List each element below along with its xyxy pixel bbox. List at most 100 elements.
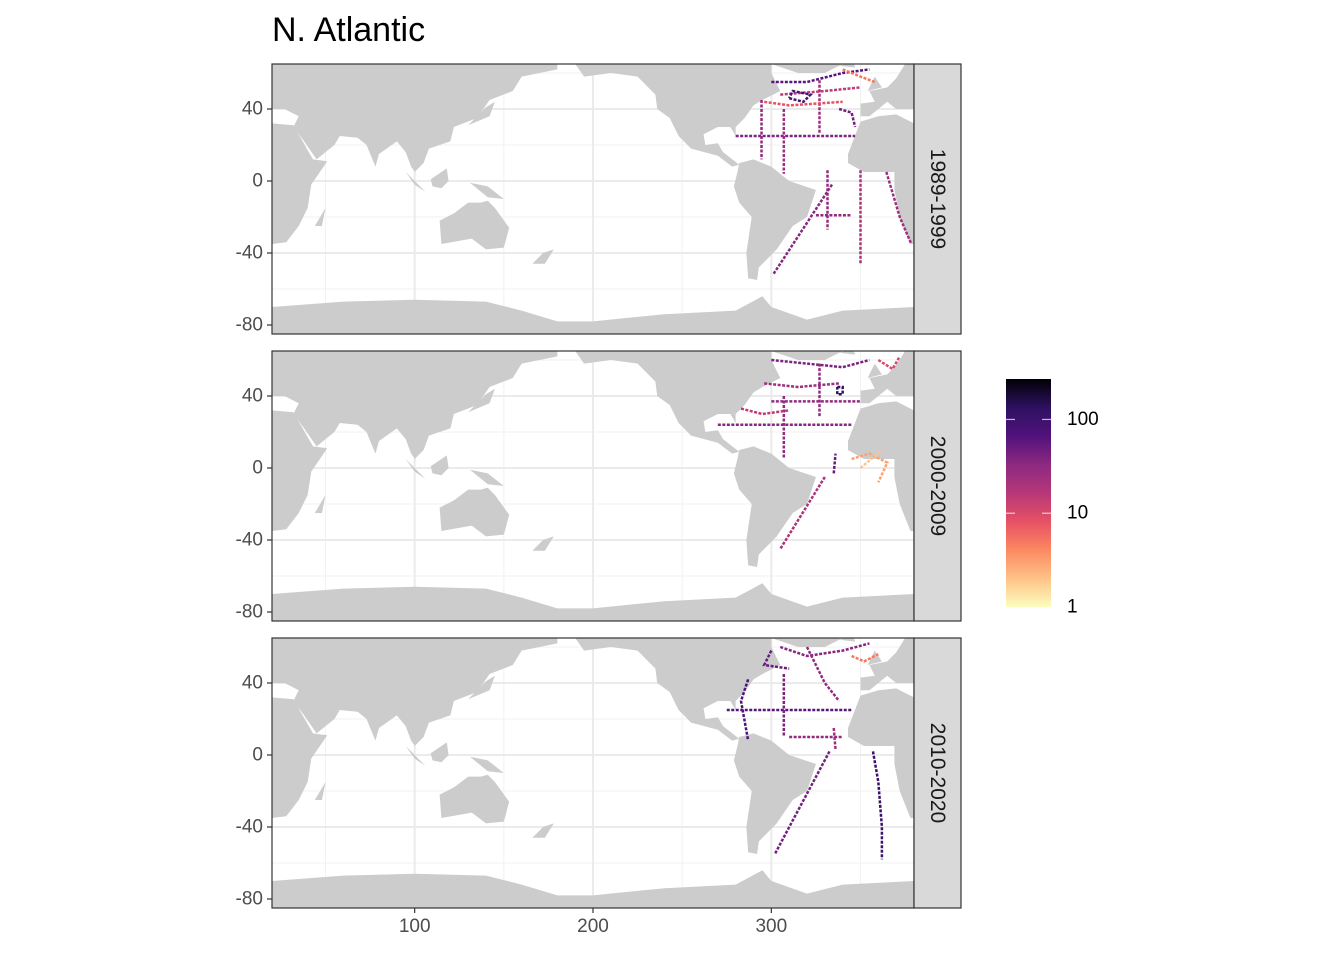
land-mass: [439, 200, 510, 250]
observation-track: [771, 358, 870, 369]
y-tick-label: 40: [242, 673, 263, 694]
land-mass: [575, 351, 781, 454]
land-mass: [771, 64, 843, 73]
land-mass: [314, 208, 326, 226]
x-tick-label: 100: [399, 916, 431, 937]
land-mass: [469, 182, 504, 199]
land-mass: [272, 410, 328, 531]
observation-track: [842, 68, 876, 84]
y-tick-label: -80: [236, 889, 263, 910]
observation-track: [779, 642, 870, 658]
observation-track: [740, 407, 790, 416]
observation-track: [805, 646, 841, 702]
facet-strip-label: 1989-1999: [926, 149, 949, 249]
land-mass: [314, 782, 326, 800]
land-mass: [468, 675, 495, 700]
observation-track: [851, 653, 879, 663]
facet-panel-2000-2009: 2000-2009 40 0 -40 -80: [236, 350, 962, 623]
observation-track: [885, 171, 913, 245]
land-mass: [848, 401, 914, 531]
observation-track: [764, 100, 843, 107]
land-mass: [430, 742, 449, 763]
y-tick-label: -80: [236, 315, 263, 336]
land-mass: [867, 363, 882, 378]
colorbar: [1006, 379, 1051, 607]
land-mass: [405, 172, 426, 192]
land-mass: [771, 351, 843, 360]
observation-track: [764, 382, 840, 389]
x-axis: 100 200 300: [399, 908, 787, 937]
land-mass: [272, 697, 328, 818]
color-legend: 100 10 1: [1006, 379, 1099, 618]
land-mass: [733, 733, 816, 854]
facet-strip: [913, 350, 962, 622]
observation-track: [832, 453, 837, 474]
land-mass: [839, 64, 856, 68]
land-mass: [848, 114, 914, 245]
land-mass: [272, 123, 328, 244]
facet-panel-2010-2020: 2010-2020 40 0 -40 -80: [236, 637, 962, 910]
observation-track: [739, 679, 750, 741]
observation-track: [871, 751, 884, 860]
legend-tick-label: 100: [1067, 409, 1099, 430]
land-mass: [314, 495, 326, 513]
observation-track: [832, 727, 837, 750]
land-mass: [272, 64, 558, 180]
land-mass: [469, 756, 504, 773]
observation-track: [762, 650, 790, 670]
chart-title: N. Atlantic: [272, 11, 425, 49]
observation-track: [788, 89, 814, 104]
observation-track: [838, 107, 857, 128]
land-mass: [532, 823, 554, 838]
land-mass: [272, 870, 914, 908]
observation-track: [851, 452, 889, 483]
land-mass: [532, 536, 554, 551]
observation-track: [780, 86, 861, 96]
facet-strip: [913, 63, 962, 335]
land-mass: [771, 638, 843, 647]
land-mass: [733, 446, 816, 567]
land-mass: [439, 487, 510, 537]
observation-track: [836, 385, 844, 396]
observation-track: [773, 750, 831, 855]
land-mass: [860, 351, 914, 404]
y-tick-label: -40: [236, 530, 263, 551]
land-mass: [272, 296, 914, 334]
y-tick-label: 40: [242, 386, 263, 407]
land-mass: [839, 638, 856, 642]
observation-track: [779, 476, 826, 550]
land-mass: [430, 455, 449, 476]
x-tick-label: 300: [755, 916, 787, 937]
land-mass: [733, 159, 816, 280]
land-mass: [575, 638, 781, 741]
y-tick-label: -40: [236, 243, 263, 264]
y-tick-label: 0: [252, 171, 263, 192]
observation-track: [771, 68, 870, 84]
y-tick-label: -40: [236, 817, 263, 838]
x-tick-label: 200: [577, 916, 609, 937]
land-mass: [468, 101, 495, 126]
legend-tick-label: 1: [1067, 597, 1078, 618]
land-mass: [860, 64, 914, 117]
land-mass: [272, 638, 558, 754]
land-mass: [272, 351, 558, 467]
land-mass: [405, 746, 426, 766]
facet-panels: 1989-1999400-40-802000-2009400-40-802010…: [236, 63, 962, 910]
y-tick-label: 0: [252, 458, 263, 479]
land-mass: [839, 351, 856, 355]
land-mass: [439, 774, 510, 824]
facet-panel-1989-1999: 1989-1999 40 0 -40 -80: [236, 63, 962, 336]
land-mass: [272, 583, 914, 621]
observation-track: [859, 449, 883, 469]
observation-track: [877, 355, 901, 371]
y-tick-label: 0: [252, 745, 263, 766]
land-mass: [575, 64, 781, 167]
land-mass: [469, 469, 504, 486]
facet-strip: [913, 637, 962, 909]
land-mass: [860, 638, 914, 691]
y-tick-label: -80: [236, 602, 263, 623]
land-mass: [867, 76, 882, 91]
facet-strip-label: 2000-2009: [926, 436, 949, 536]
y-tick-label: 40: [242, 99, 263, 120]
